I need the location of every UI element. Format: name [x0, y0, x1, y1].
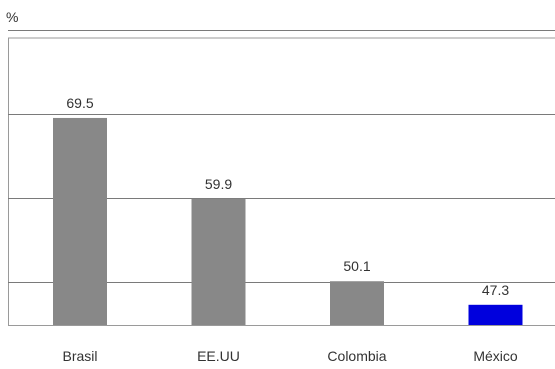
data-label-m-xico: 47.3	[482, 282, 509, 298]
x-tick-label-ee-uu: EE.UU	[197, 348, 240, 364]
data-label-brasil: 69.5	[66, 95, 93, 111]
bar-colombia	[330, 281, 384, 325]
plot-area: 69.5 Brasil 59.9 EE.UU 50.1 Colombia 47.3 Méxic…	[8, 30, 555, 364]
data-label-ee-uu: 59.9	[205, 176, 232, 192]
x-tick-label-brasil: Brasil	[62, 348, 97, 364]
y-axis-unit-label: %	[6, 9, 18, 25]
bar-brasil	[53, 117, 107, 325]
data-label-colombia: 50.1	[343, 258, 370, 274]
x-tick-label-m-xico: México	[473, 348, 518, 364]
x-tick-label-colombia: Colombia	[327, 348, 386, 364]
bar-m-xico	[468, 304, 523, 325]
bar-ee-uu	[191, 198, 246, 325]
